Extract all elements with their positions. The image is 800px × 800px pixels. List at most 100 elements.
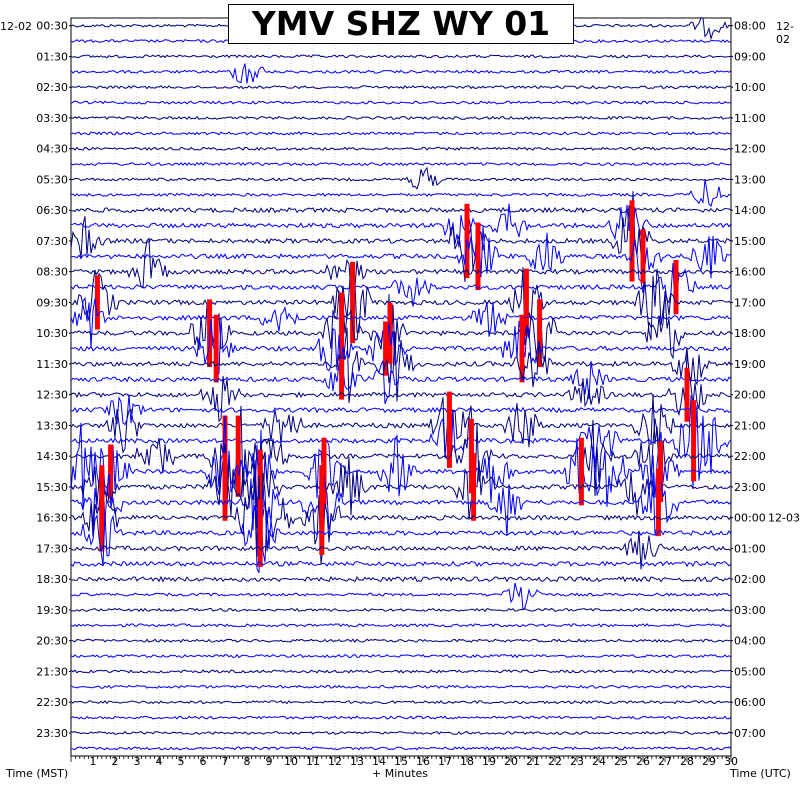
right-time-tick-label: 17:00 bbox=[734, 296, 766, 309]
trace-line bbox=[70, 394, 732, 459]
clipped-signal-mark bbox=[235, 415, 241, 497]
clipped-signal-mark bbox=[257, 499, 263, 567]
left-time-tick-label: 07:30 bbox=[36, 235, 68, 248]
trace-line bbox=[70, 638, 731, 643]
right-time-tick-label: 01:00 bbox=[734, 542, 766, 555]
left-time-tick-label: 05:30 bbox=[36, 173, 68, 186]
clipped-signal-mark bbox=[691, 400, 697, 482]
chart-title: YMV SHZ WY 01 bbox=[228, 4, 574, 44]
x-tick-label: 20 bbox=[504, 755, 518, 768]
trace-line bbox=[70, 463, 732, 537]
x-tick-label: 30 bbox=[724, 755, 738, 768]
left-time-tick-label: 17:30 bbox=[36, 542, 68, 555]
clipped-signal-mark bbox=[383, 321, 389, 376]
x-tick-label: 25 bbox=[614, 755, 628, 768]
clipped-signal-mark bbox=[655, 468, 661, 537]
trace-line bbox=[70, 354, 732, 423]
x-tick-label: 7 bbox=[222, 755, 229, 768]
left-time-tick-label: 12:30 bbox=[36, 389, 68, 402]
trace-line bbox=[70, 360, 732, 405]
right-time-tick-label: 00:00 bbox=[734, 512, 766, 525]
left-date-label: 12-02 bbox=[0, 20, 32, 33]
left-time-tick-label: 06:30 bbox=[36, 204, 68, 217]
left-time-tick-label: 21:30 bbox=[36, 665, 68, 678]
x-tick-label: 17 bbox=[438, 755, 452, 768]
left-time-tick-label: 19:30 bbox=[36, 604, 68, 617]
trace-line bbox=[70, 85, 732, 90]
x-tick-label: 19 bbox=[482, 755, 496, 768]
left-time-tick-label: 20:30 bbox=[36, 635, 68, 648]
clipped-signal-mark bbox=[684, 367, 690, 422]
clipped-signal-mark bbox=[519, 314, 525, 383]
x-tick-label: 26 bbox=[636, 755, 650, 768]
x-tick-label: 28 bbox=[680, 755, 694, 768]
right-date-change-label: 12-03 bbox=[768, 512, 800, 525]
trace-line bbox=[70, 607, 732, 613]
trace-line bbox=[70, 161, 732, 167]
trace-line bbox=[70, 237, 732, 293]
left-time-tick-label: 04:30 bbox=[36, 143, 68, 156]
x-tick-label: 16 bbox=[416, 755, 430, 768]
x-tick-label: 2 bbox=[112, 755, 119, 768]
x-tick-label: 9 bbox=[266, 755, 273, 768]
clipped-signal-mark bbox=[222, 453, 228, 521]
left-axis-title: Time (MST) bbox=[6, 767, 69, 780]
left-time-tick-label: 16:30 bbox=[36, 512, 68, 525]
trace-line bbox=[70, 63, 732, 84]
trace-line bbox=[70, 262, 732, 315]
x-tick-label: 4 bbox=[156, 755, 163, 768]
left-time-tick-label: 22:30 bbox=[36, 696, 68, 709]
grid-layer bbox=[70, 17, 732, 757]
x-tick-label: 11 bbox=[306, 755, 320, 768]
clipped-signal-mark bbox=[339, 359, 345, 400]
trace-line bbox=[70, 700, 732, 705]
left-time-tick-label: 23:30 bbox=[36, 727, 68, 740]
x-tick-label: 3 bbox=[134, 755, 141, 768]
right-time-tick-label: 10:00 bbox=[734, 81, 766, 94]
x-tick-label: 23 bbox=[570, 755, 584, 768]
trace-layer bbox=[70, 17, 732, 751]
right-time-tick-label: 04:00 bbox=[734, 635, 766, 648]
right-axis-title: Time (UTC) bbox=[730, 767, 791, 780]
clipped-signal-mark bbox=[339, 292, 345, 374]
right-time-tick-label: 03:00 bbox=[734, 604, 766, 617]
clipped-signal-mark bbox=[629, 200, 635, 282]
clipped-signal-mark bbox=[673, 260, 679, 315]
trace-line bbox=[70, 443, 732, 520]
trace-line bbox=[70, 472, 732, 565]
trace-line bbox=[70, 415, 732, 509]
trace-line bbox=[70, 146, 732, 151]
left-time-tick-label: 03:30 bbox=[36, 112, 68, 125]
x-tick-label: 8 bbox=[244, 755, 251, 768]
left-time-tick-label: 14:30 bbox=[36, 450, 68, 463]
right-time-tick-label: 09:00 bbox=[734, 50, 766, 63]
x-tick-label: 5 bbox=[178, 755, 185, 768]
right-time-tick-label: 19:00 bbox=[734, 358, 766, 371]
left-time-tick-label: 18:30 bbox=[36, 573, 68, 586]
trace-line bbox=[70, 327, 732, 404]
trace-line bbox=[70, 290, 732, 374]
trace-line bbox=[70, 684, 732, 689]
trace-line bbox=[70, 582, 732, 611]
clipped-signal-mark bbox=[213, 314, 219, 383]
trace-line bbox=[70, 730, 732, 735]
right-time-tick-label: 02:00 bbox=[734, 573, 766, 586]
x-tick-label: 14 bbox=[372, 755, 386, 768]
right-time-tick-label: 07:00 bbox=[734, 727, 766, 740]
clipped-signal-mark bbox=[99, 483, 105, 552]
clipped-signal-mark bbox=[319, 480, 325, 555]
clipped-signal-mark bbox=[108, 444, 114, 499]
right-time-tick-label: 18:00 bbox=[734, 327, 766, 340]
clipped-signal-mark bbox=[523, 268, 529, 337]
trace-line bbox=[70, 262, 732, 345]
right-time-tick-label: 20:00 bbox=[734, 389, 766, 402]
clipped-signal-mark bbox=[640, 229, 646, 284]
x-tick-label: 18 bbox=[460, 755, 474, 768]
clipped-signal-mark bbox=[537, 299, 543, 368]
right-time-tick-label: 15:00 bbox=[734, 235, 766, 248]
x-tick-label: 12 bbox=[328, 755, 342, 768]
right-time-tick-label: 23:00 bbox=[734, 481, 766, 494]
trace-line bbox=[70, 131, 732, 136]
x-tick-label: 6 bbox=[200, 755, 207, 768]
